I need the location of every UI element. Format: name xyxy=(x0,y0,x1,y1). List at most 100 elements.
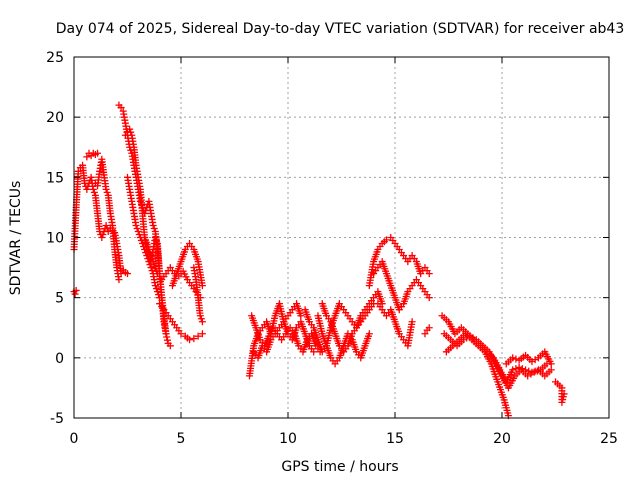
data-point-fill xyxy=(99,230,107,238)
data-point xyxy=(136,197,144,205)
data-point xyxy=(166,342,174,350)
data-point-fill xyxy=(512,365,520,373)
data-point xyxy=(421,330,429,338)
y-tick-label: 0 xyxy=(55,351,64,367)
data-point-fill xyxy=(155,291,163,299)
x-tick-label: 25 xyxy=(600,431,618,447)
data-point-fill xyxy=(103,188,111,196)
data-point-fill xyxy=(90,188,98,196)
data-point-fill xyxy=(133,224,141,232)
data-point-fill xyxy=(163,336,171,344)
data-point-fill xyxy=(518,365,526,373)
series-trace-z xyxy=(552,378,568,406)
x-tick-label: 0 xyxy=(70,431,79,447)
data-point xyxy=(117,104,125,112)
data-point xyxy=(425,324,433,332)
data-point xyxy=(143,252,151,260)
data-point xyxy=(102,221,110,229)
x-tick-label: 20 xyxy=(493,431,511,447)
x-tick-label: 5 xyxy=(177,431,186,447)
series-trace-b xyxy=(83,149,102,161)
data-point-fill xyxy=(197,315,205,323)
data-point xyxy=(138,240,146,248)
data-point xyxy=(425,270,433,278)
data-point xyxy=(547,360,555,368)
data-point xyxy=(156,294,164,302)
y-tick-label: 15 xyxy=(46,170,64,186)
data-point xyxy=(153,288,161,296)
data-point xyxy=(126,125,134,133)
data-point xyxy=(177,330,185,338)
data-point xyxy=(132,221,140,229)
data-point xyxy=(149,221,157,229)
data-point xyxy=(194,332,202,340)
data-point xyxy=(310,348,318,356)
y-tick-label: -5 xyxy=(50,411,64,427)
series-trace-r xyxy=(365,234,433,290)
data-point xyxy=(89,185,97,193)
axis-ticks: 0 5 10 15 20 25 -5 0 5 10 15 20 25 xyxy=(46,50,618,447)
data-point xyxy=(83,153,91,161)
series-trace-j xyxy=(190,264,206,326)
data-point-fill xyxy=(152,285,160,293)
series-trace-a xyxy=(70,161,131,278)
data-point-fill xyxy=(152,237,160,245)
data-point-fill xyxy=(135,230,143,238)
data-point xyxy=(147,264,155,272)
y-axis-label: SDTVAR / TECUs xyxy=(8,181,24,296)
y-tick-label: 10 xyxy=(46,231,64,247)
data-point-fill xyxy=(150,224,158,232)
y-tick-label: 20 xyxy=(46,110,64,126)
data-point xyxy=(408,318,416,326)
series-trace-c xyxy=(91,155,123,284)
data-point xyxy=(134,227,142,235)
series-trace-p xyxy=(314,312,373,368)
series-trace-i xyxy=(168,240,206,290)
data-point xyxy=(115,276,123,284)
data-point xyxy=(104,227,112,235)
data-point xyxy=(297,312,305,320)
data-point xyxy=(547,366,555,374)
series-trace-q xyxy=(318,300,378,356)
data-point xyxy=(560,390,568,398)
series-trace-n xyxy=(250,300,305,362)
data-point xyxy=(94,149,102,157)
data-point xyxy=(151,234,159,241)
data-point xyxy=(98,234,106,241)
data-point xyxy=(151,282,159,290)
data-point xyxy=(102,185,110,193)
data-point xyxy=(190,335,198,343)
series-trace-x xyxy=(442,330,512,420)
y-tick-label: 25 xyxy=(46,50,64,66)
chart-title: Day 074 of 2025, Sidereal Day-to-day VTE… xyxy=(56,21,625,37)
data-point-fill xyxy=(533,367,541,375)
data-point xyxy=(382,236,390,244)
data-point xyxy=(83,185,91,193)
data-point xyxy=(74,167,82,175)
data-point xyxy=(196,312,204,320)
series-trace-y xyxy=(502,348,555,368)
data-point xyxy=(162,330,170,338)
data-point-fill xyxy=(127,128,135,136)
data-point xyxy=(121,131,129,139)
data-point xyxy=(365,330,373,338)
y-tick-label: 5 xyxy=(55,291,64,307)
data-point xyxy=(186,336,194,344)
x-tick-label: 15 xyxy=(386,431,404,447)
x-tick-label: 10 xyxy=(279,431,297,447)
series-trace-h xyxy=(156,300,206,344)
data-point xyxy=(198,318,206,326)
series-trace-u xyxy=(421,324,433,338)
data-point-fill xyxy=(163,333,171,341)
x-axis-label: GPS time / hours xyxy=(281,459,398,475)
data-point xyxy=(124,270,131,278)
grid-lines xyxy=(74,57,609,418)
data-point xyxy=(198,282,206,290)
data-point xyxy=(509,354,517,362)
series-trace-t xyxy=(374,300,416,350)
data-point xyxy=(425,294,433,302)
data-points xyxy=(70,101,568,420)
data-point xyxy=(71,290,79,298)
data-point xyxy=(509,366,517,374)
